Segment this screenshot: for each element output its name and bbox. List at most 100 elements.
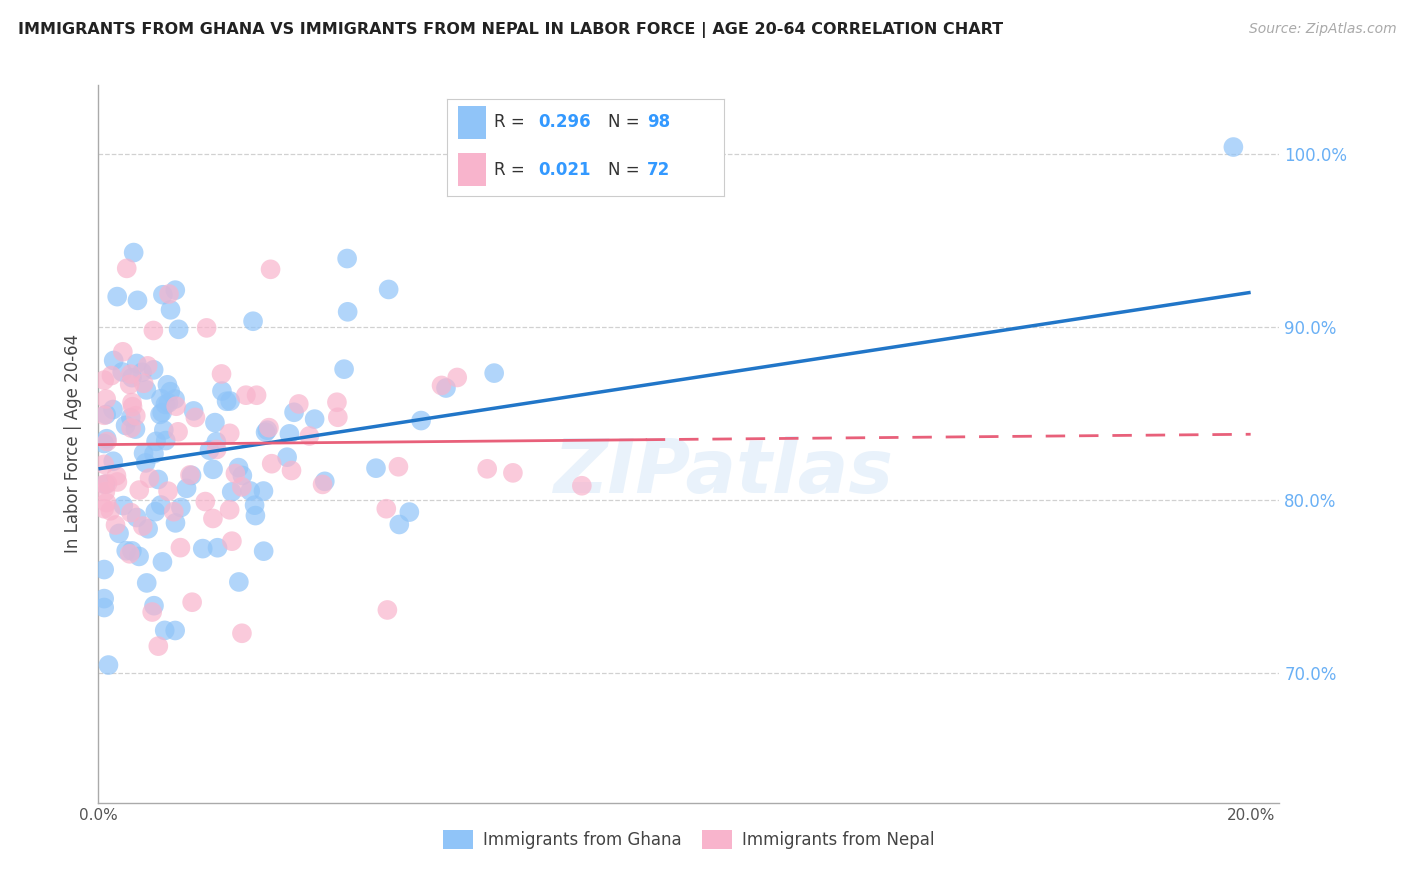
Point — [276, 450, 298, 465]
Point — [170, 500, 193, 515]
Point — [398, 505, 420, 519]
Text: ZIPatlas: ZIPatlas — [554, 436, 894, 509]
Point — [143, 599, 166, 613]
Point — [94, 477, 117, 491]
Point — [204, 416, 226, 430]
Point — [157, 287, 180, 301]
Point — [93, 563, 115, 577]
Point — [121, 544, 143, 558]
Point — [205, 442, 228, 457]
Point — [118, 377, 141, 392]
Point — [409, 413, 432, 427]
Point — [326, 410, 349, 425]
Point — [94, 484, 117, 499]
Point — [128, 483, 150, 497]
Point — [120, 421, 142, 435]
Point — [100, 368, 122, 383]
Point — [105, 475, 128, 489]
Point — [201, 511, 224, 525]
Text: Source: ZipAtlas.com: Source: ZipAtlas.com — [1249, 22, 1396, 37]
Point — [135, 383, 157, 397]
Point — [280, 463, 302, 477]
Point — [122, 245, 145, 260]
Point — [165, 283, 187, 297]
Point — [93, 436, 115, 450]
Point — [121, 400, 143, 414]
Point — [377, 282, 399, 296]
Point — [228, 460, 250, 475]
Point — [314, 475, 336, 489]
Point — [115, 261, 138, 276]
Point — [571, 479, 593, 493]
Point — [121, 370, 143, 384]
Point — [336, 305, 359, 319]
Point — [202, 462, 225, 476]
Point — [157, 484, 180, 499]
Point — [183, 404, 205, 418]
Point — [159, 384, 181, 399]
Point — [96, 432, 118, 446]
Point — [97, 658, 120, 673]
Point — [125, 510, 148, 524]
Point — [103, 353, 125, 368]
Point — [143, 447, 166, 461]
Point — [120, 506, 142, 520]
Point — [153, 423, 176, 437]
Point — [477, 462, 499, 476]
Point — [211, 384, 233, 398]
Point — [105, 290, 128, 304]
Point — [191, 541, 214, 556]
Point — [387, 459, 409, 474]
Point — [132, 519, 155, 533]
Point — [179, 467, 201, 482]
Point — [180, 468, 202, 483]
Point — [118, 547, 141, 561]
Point — [145, 434, 167, 449]
Point — [157, 396, 180, 410]
Point — [482, 366, 505, 380]
Point — [103, 454, 125, 468]
Point — [195, 321, 218, 335]
Point — [138, 471, 160, 485]
Point — [125, 409, 148, 423]
Point — [156, 377, 179, 392]
Point — [259, 262, 281, 277]
Point — [93, 458, 115, 472]
Point — [181, 595, 204, 609]
Point — [194, 494, 217, 508]
Point — [149, 392, 172, 406]
Point — [245, 388, 267, 402]
Point — [165, 392, 187, 406]
Point — [150, 405, 173, 419]
Point — [231, 626, 253, 640]
Point — [132, 446, 155, 460]
Point — [125, 356, 148, 370]
Point — [205, 434, 228, 449]
Point — [96, 434, 118, 449]
Point — [311, 477, 333, 491]
Point — [111, 365, 134, 379]
Point — [364, 461, 387, 475]
Point — [388, 517, 411, 532]
Point — [143, 505, 166, 519]
Point — [96, 408, 118, 422]
Point — [176, 481, 198, 495]
Point — [221, 484, 243, 499]
Point — [304, 412, 326, 426]
Point — [219, 394, 242, 409]
Point — [93, 409, 115, 423]
Point — [434, 381, 457, 395]
Point — [149, 408, 172, 422]
Point — [120, 367, 142, 381]
Point — [132, 376, 155, 391]
Point — [136, 359, 159, 373]
Point — [121, 395, 143, 409]
Point — [221, 534, 243, 549]
Point — [207, 541, 229, 555]
Point — [242, 314, 264, 328]
Point — [243, 498, 266, 512]
Point — [260, 457, 283, 471]
Point — [235, 388, 257, 402]
Point — [375, 501, 398, 516]
Point — [152, 555, 174, 569]
